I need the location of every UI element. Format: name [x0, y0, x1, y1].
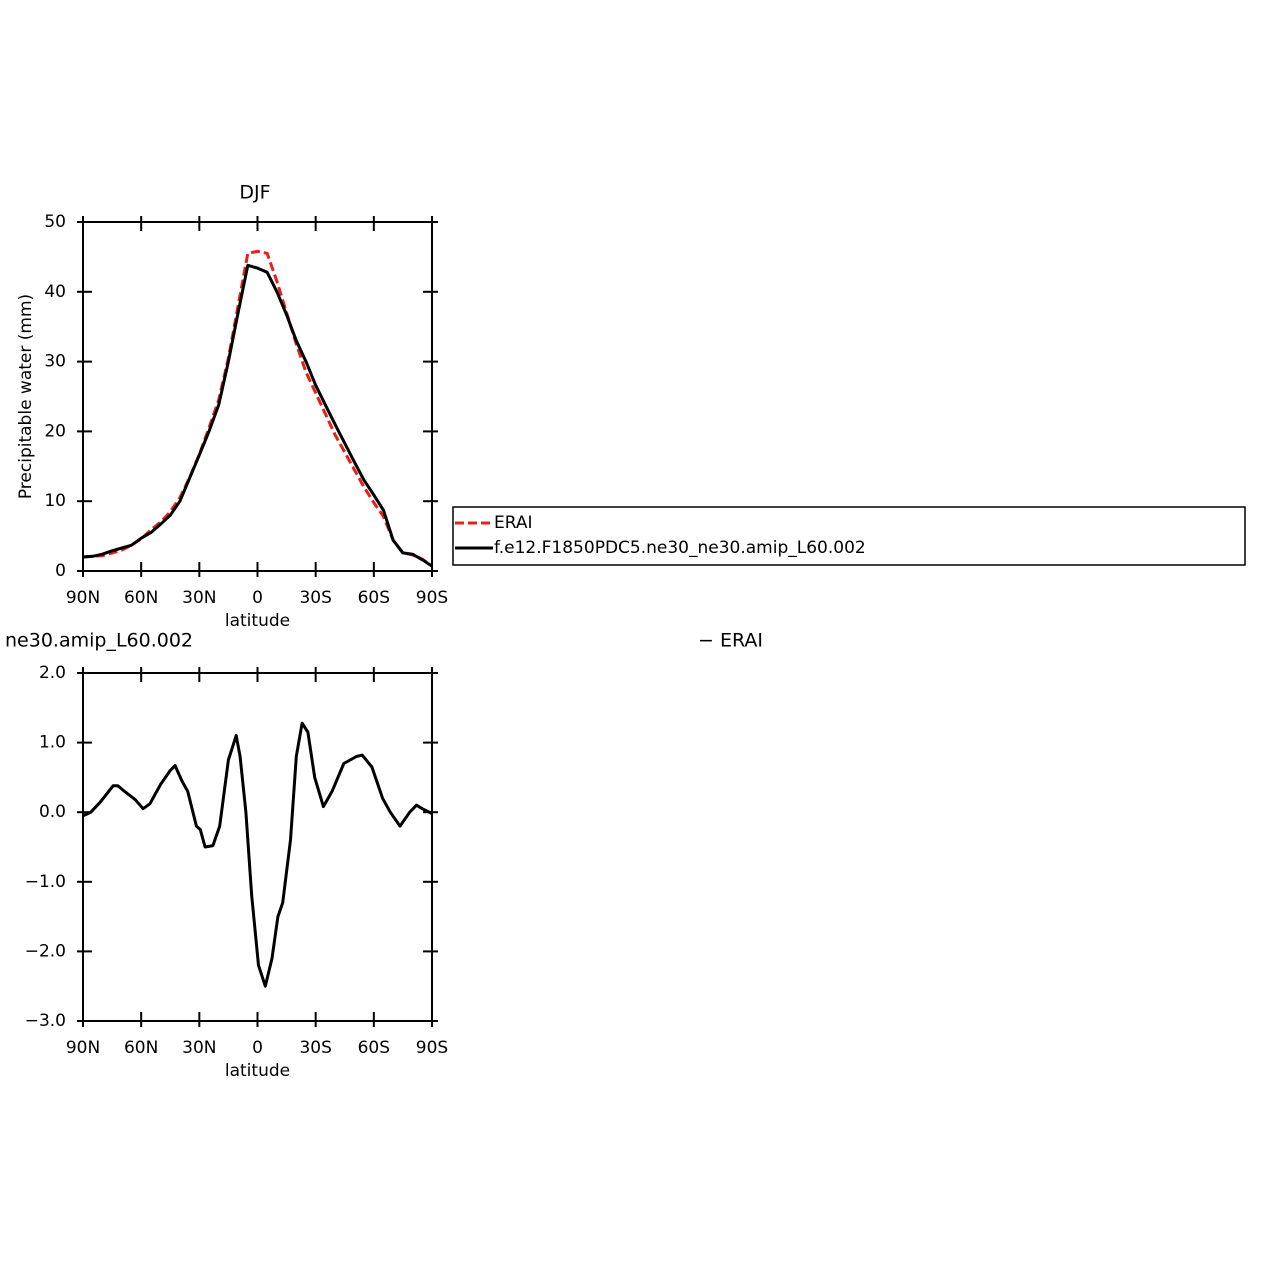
x-tick-label: 30N — [182, 1038, 216, 1058]
legend-label: ERAI — [494, 513, 533, 533]
y-axis-label: Precipitable water (mm) — [16, 744, 36, 949]
chart-title: DJF — [239, 182, 270, 204]
x-tick-label: 0 — [252, 1038, 263, 1058]
y-tick-label: 0.0 — [39, 802, 66, 822]
data-line — [82, 249, 433, 568]
x-tick-label: 60N — [124, 1038, 158, 1058]
x-tick-label: 30N — [182, 588, 216, 608]
y-tick-label: 50 — [44, 212, 66, 232]
data-line — [82, 263, 433, 568]
plot-frame — [82, 672, 433, 1022]
y-tick-label: 10 — [44, 491, 66, 511]
x-tick-label: 0 — [252, 588, 263, 608]
x-tick-label: 90N — [66, 1038, 100, 1058]
y-tick-label: −3.0 — [25, 1011, 66, 1031]
x-tick-label: 90S — [416, 1038, 448, 1058]
data-line — [82, 721, 433, 988]
x-tick-label: 60S — [358, 588, 390, 608]
plot-frame — [82, 221, 433, 572]
x-tick-label: 90S — [416, 588, 448, 608]
x-axis-label: latitude — [225, 611, 290, 631]
chart-title: ne30.amip_L60.002 — [5, 630, 193, 652]
y-tick-label: −1.0 — [25, 872, 66, 892]
chart-title-right: − ERAI — [698, 630, 763, 652]
legend-box — [452, 506, 1246, 566]
x-tick-label: 60S — [358, 1038, 390, 1058]
x-tick-label: 30S — [299, 588, 331, 608]
y-tick-label: 40 — [44, 282, 66, 302]
y-tick-label: 30 — [44, 352, 66, 372]
y-tick-label: −2.0 — [25, 941, 66, 961]
y-tick-label: 1.0 — [39, 733, 66, 753]
y-axis-label: Precipitable water (mm) — [16, 294, 36, 499]
y-tick-label: 2.0 — [39, 663, 66, 683]
y-tick-label: 20 — [44, 421, 66, 441]
x-axis-label: latitude — [225, 1061, 290, 1081]
x-tick-label: 90N — [66, 588, 100, 608]
y-tick-label: 0 — [55, 561, 66, 581]
legend-label: f.e12.F1850PDC5.ne30_ne30.amip_L60.002 — [494, 538, 866, 558]
x-tick-label: 30S — [299, 1038, 331, 1058]
x-tick-label: 60N — [124, 588, 158, 608]
